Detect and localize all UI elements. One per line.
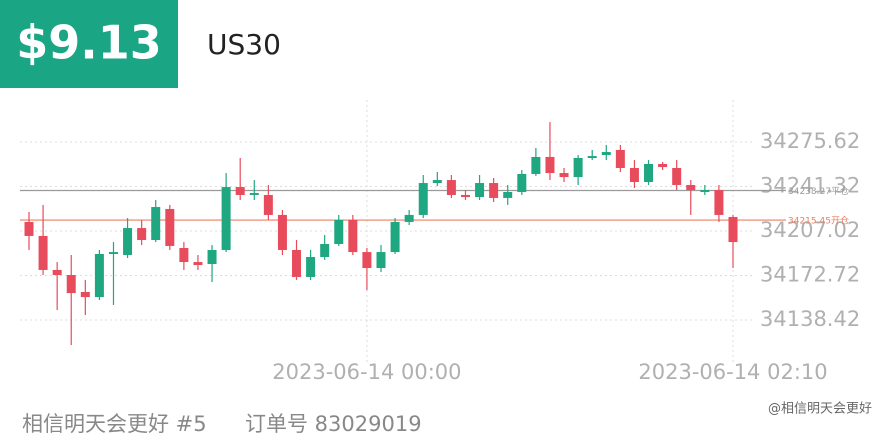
candle-body bbox=[644, 163, 654, 182]
candle-body bbox=[714, 190, 724, 215]
reference-label: 34238.27平仓 bbox=[788, 185, 849, 197]
candle-body bbox=[137, 228, 147, 240]
candle-body bbox=[24, 221, 34, 236]
candle-body bbox=[249, 193, 259, 195]
candle-body bbox=[362, 252, 372, 269]
candle-body bbox=[573, 157, 583, 178]
candle-body bbox=[503, 191, 513, 198]
candle-body bbox=[686, 184, 696, 191]
candle-body bbox=[179, 248, 189, 263]
candle-body bbox=[531, 156, 541, 174]
candle-body bbox=[517, 173, 527, 192]
candle-body bbox=[376, 252, 386, 269]
candle-body bbox=[587, 156, 597, 158]
candle-body bbox=[559, 173, 569, 178]
candle-body bbox=[52, 269, 62, 276]
candle-body bbox=[151, 207, 161, 240]
candle-body bbox=[446, 180, 456, 195]
candle-body bbox=[348, 220, 358, 253]
order-number: 订单号 83029019 bbox=[245, 412, 422, 436]
candle-body bbox=[235, 187, 245, 195]
y-tick-label: 34275.62 bbox=[760, 129, 860, 153]
y-tick-label: 34138.42 bbox=[760, 307, 860, 331]
x-tick-label: 2023-06-14 02:10 bbox=[638, 360, 827, 384]
candle-body bbox=[545, 156, 555, 174]
y-tick-label: 34207.02 bbox=[760, 218, 860, 242]
candle-body bbox=[700, 190, 710, 192]
candle-body bbox=[489, 183, 499, 198]
profit-badge bbox=[0, 0, 178, 88]
candle-body bbox=[460, 194, 470, 198]
candle-body bbox=[728, 217, 738, 243]
candle-body bbox=[672, 167, 682, 185]
candle-body bbox=[418, 183, 428, 215]
candle-body bbox=[292, 249, 302, 277]
x-tick-label: 2023-06-14 00:00 bbox=[272, 360, 461, 384]
candle-body bbox=[629, 167, 639, 182]
candle-body bbox=[207, 249, 217, 264]
candle-body bbox=[390, 221, 400, 253]
candle-body bbox=[432, 180, 442, 184]
candle-body bbox=[320, 244, 330, 257]
reference-label: 34215.45开仓 bbox=[788, 215, 849, 227]
candle-body bbox=[334, 220, 344, 245]
candle-body bbox=[80, 292, 90, 298]
symbol: US30 bbox=[207, 28, 281, 61]
candle-body bbox=[404, 214, 414, 222]
candle-body bbox=[123, 228, 133, 256]
candle-body bbox=[108, 252, 118, 254]
candle-body bbox=[475, 183, 485, 198]
candle-body bbox=[221, 187, 231, 250]
candle-body bbox=[306, 256, 316, 277]
profit: $9.13 bbox=[16, 16, 162, 70]
watermark: @相信明天会更好 bbox=[768, 402, 872, 417]
account: 相信明天会更好 #5 bbox=[22, 412, 207, 436]
candle-body bbox=[165, 208, 175, 246]
candle-body bbox=[263, 194, 273, 215]
candle-body bbox=[615, 149, 625, 168]
candle-body bbox=[601, 152, 611, 156]
candle-body bbox=[658, 163, 668, 168]
candle-body bbox=[193, 262, 203, 266]
y-tick-label: 34241.32 bbox=[760, 174, 860, 198]
candle-body bbox=[94, 253, 104, 298]
candle-body bbox=[66, 275, 76, 294]
candle-body bbox=[38, 235, 48, 270]
y-tick-label: 34172.72 bbox=[760, 263, 860, 287]
candle-body bbox=[277, 214, 287, 250]
